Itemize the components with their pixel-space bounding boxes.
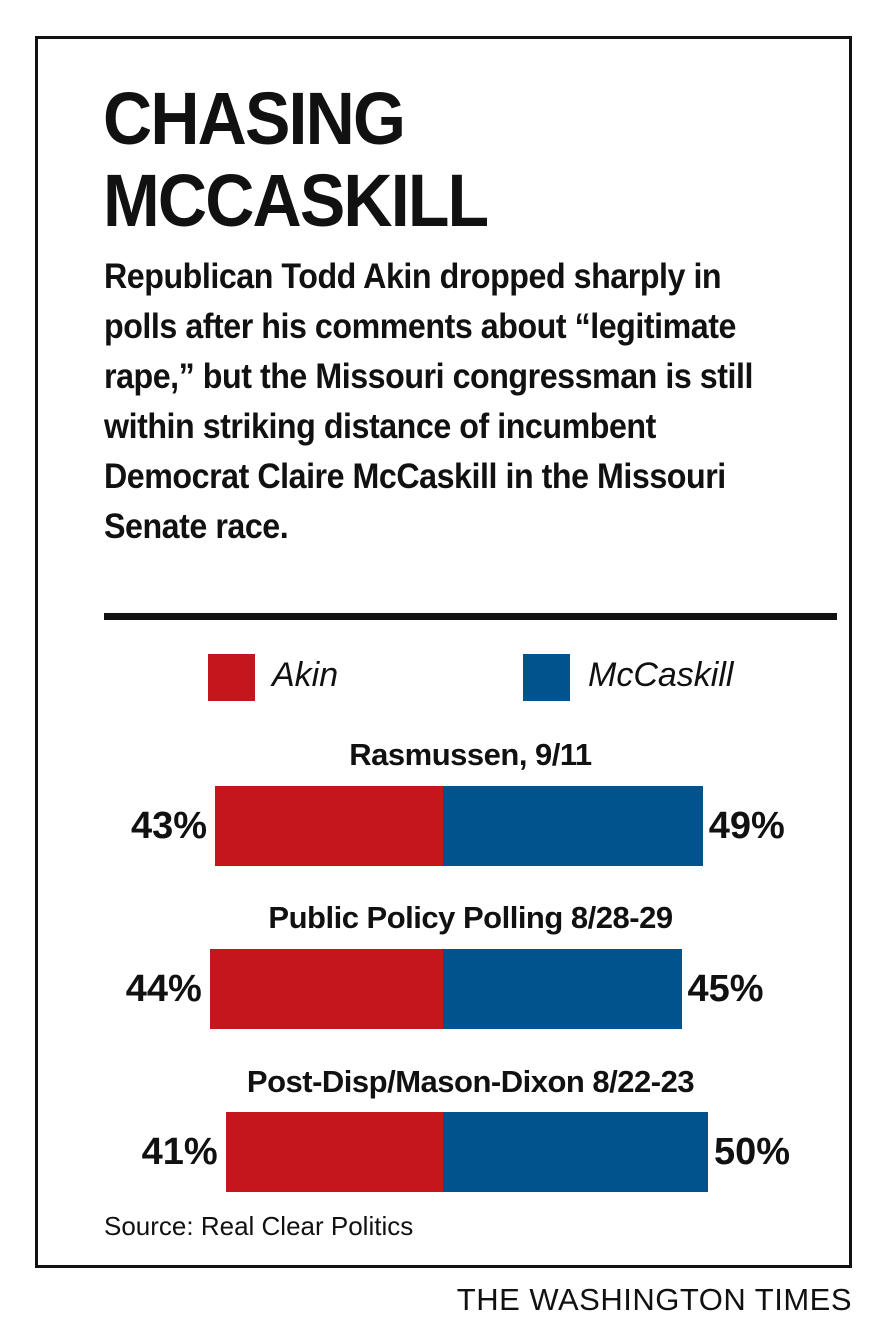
source-note: Source: Real Clear Politics <box>104 1211 414 1241</box>
bar-akin-ppp <box>209 949 443 1029</box>
value-label-mccaskill-post-dispatch: 50% <box>714 1131 791 1173</box>
bar-akin-post-dispatch <box>225 1112 443 1192</box>
legend-label-mccaskill: McCaskill <box>588 656 734 694</box>
poll-label-rasmussen: Rasmussen, 9/11 <box>349 737 592 772</box>
legend-swatch-akin <box>208 654 255 701</box>
bar-mccaskill-rasmussen <box>443 786 703 866</box>
poll-label-ppp: Public Policy Polling 8/28-29 <box>268 900 673 935</box>
headline-line-2: MCCASKILL <box>103 159 489 242</box>
value-label-akin-rasmussen: 43% <box>131 805 208 847</box>
bar-mccaskill-ppp <box>443 949 682 1029</box>
value-label-akin-post-dispatch: 41% <box>141 1131 218 1173</box>
bar-mccaskill-post-dispatch <box>443 1112 708 1192</box>
value-label-akin-ppp: 44% <box>125 968 202 1010</box>
headline: CHASING MCCASKILL <box>103 77 489 242</box>
graphic-frame <box>35 36 852 1268</box>
bar-akin-rasmussen <box>215 786 443 866</box>
publisher-credit: THE WASHINGTON TIMES <box>456 1282 852 1317</box>
legend-swatch-mccaskill <box>523 654 570 701</box>
value-label-mccaskill-rasmussen: 49% <box>708 805 785 847</box>
legend-label-akin: Akin <box>272 656 339 694</box>
headline-line-1: CHASING <box>103 77 406 160</box>
subhead: Republican Todd Akin dropped sharply in … <box>104 257 753 546</box>
divider-rule <box>104 613 837 620</box>
value-label-mccaskill-ppp: 45% <box>687 968 764 1010</box>
poll-label-post-dispatch: Post-Disp/Mason-Dixon 8/22-23 <box>246 1064 695 1099</box>
